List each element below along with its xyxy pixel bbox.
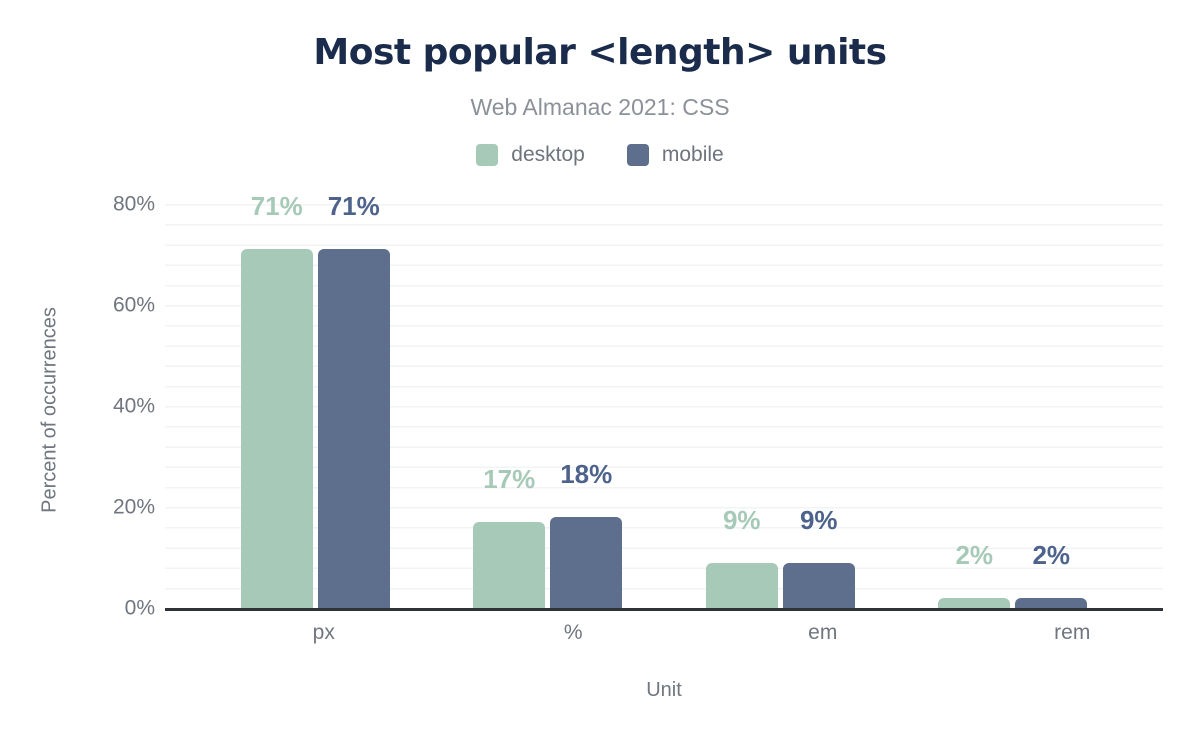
- mobile-value-label: 18%: [560, 459, 613, 490]
- mobile-value-label: 9%: [799, 504, 838, 535]
- x-axis-category-labels: px% em rem: [165, 621, 1200, 645]
- y-axis-ticks: 0% 20% 40% 60% 80%: [0, 194, 155, 619]
- mobile-value-label: 2%: [1032, 539, 1071, 570]
- desktop-swatch-icon: [476, 144, 499, 166]
- desktop-value-label: 2%: [955, 539, 994, 570]
- mobile-bar[interactable]: 71%: [317, 193, 390, 608]
- desktop-value-label: 17%: [483, 464, 536, 495]
- y-tick-label: 0%: [124, 596, 155, 620]
- x-tick-label: rem: [1054, 621, 1091, 644]
- legend-item-desktop[interactable]: desktop: [476, 143, 585, 167]
- legend-label: mobile: [661, 143, 724, 166]
- y-tick-label: 60%: [112, 293, 155, 317]
- chart-title: Most popular <length> units: [313, 32, 887, 73]
- plot-area: 71% 71% 17% 18% 9% 9% 2% 2%: [165, 193, 1163, 611]
- legend-label: desktop: [511, 143, 585, 166]
- mobile-swatch-icon: [626, 144, 649, 166]
- desktop-value-label: 71%: [250, 191, 303, 222]
- legend-item-mobile[interactable]: mobile: [626, 143, 724, 167]
- legend: desktop mobile: [0, 143, 1200, 167]
- x-tick-label: px: [312, 621, 335, 644]
- mobile-value-label: 71%: [327, 191, 380, 222]
- mobile-bar[interactable]: 9%: [782, 507, 855, 608]
- chart-subtitle: Web Almanac 2021: CSS: [470, 94, 730, 120]
- bar-group-rem: 2% 2%: [897, 204, 1130, 608]
- y-tick-label: 20%: [112, 495, 155, 519]
- desktop-value-label: 9%: [722, 504, 761, 535]
- y-tick-label: 40%: [112, 394, 155, 418]
- x-axis-title: Unit: [646, 679, 682, 701]
- mobile-bar[interactable]: 18%: [550, 461, 623, 608]
- x-tick-label: em: [808, 621, 838, 644]
- desktop-bar[interactable]: 2%: [938, 542, 1011, 608]
- y-tick-label: 80%: [112, 192, 155, 216]
- bar-group-px: 71% 71%: [199, 193, 432, 608]
- bar-group-em: 9% 9%: [664, 204, 897, 608]
- mobile-bar[interactable]: 2%: [1015, 542, 1088, 608]
- desktop-bar[interactable]: 17%: [473, 466, 546, 608]
- x-tick-label: %: [563, 621, 583, 644]
- bar-group-pct: 17% 18%: [432, 204, 665, 608]
- desktop-bar[interactable]: 71%: [240, 193, 313, 608]
- desktop-bar[interactable]: 9%: [705, 507, 778, 608]
- bar-groups: 71% 71% 17% 18% 9% 9% 2% 2%: [165, 193, 1163, 608]
